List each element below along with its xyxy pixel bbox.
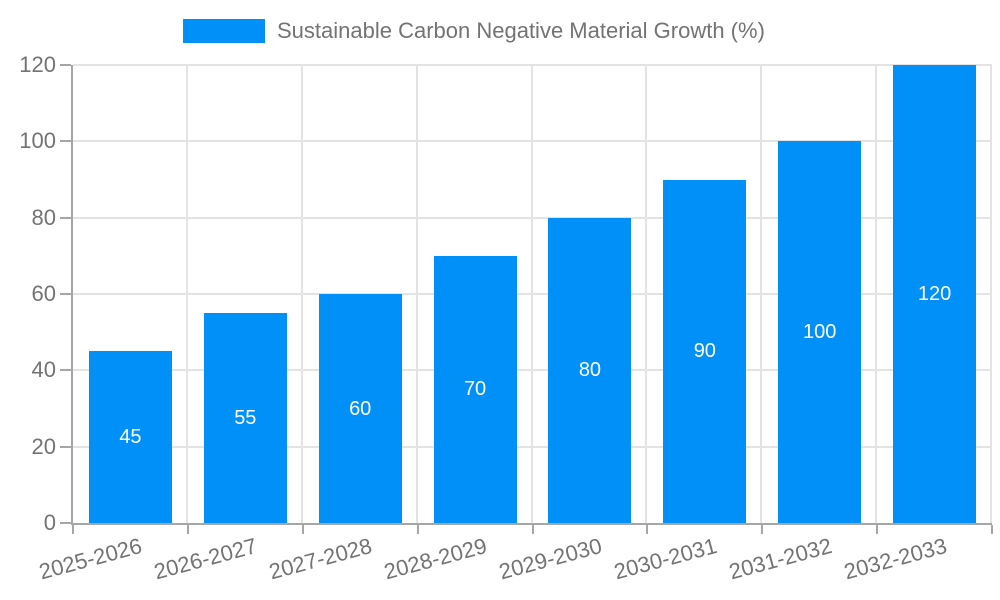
gridline-vertical [185,65,188,523]
bar-value-label: 60 [349,397,372,420]
gridline-vertical [300,65,303,523]
bar-2025-2026: 45 [88,351,172,523]
y-tick-mark [60,369,71,372]
x-tick-mark [876,525,879,534]
y-tick-mark [60,445,71,448]
x-tick-mark [72,525,74,534]
gridline-vertical [760,65,763,523]
y-axis-tick-label: 60 [31,281,56,306]
gridline-horizontal [73,445,992,448]
bar-value-label: 120 [917,283,952,305]
gridline-vertical [990,65,992,523]
y-axis-tick-label: 100 [19,128,56,154]
bar-2029-2030: 80 [548,217,632,523]
bar-value-label: 80 [578,359,602,382]
bar-2026-2027: 55 [203,313,287,523]
bar-value-label: 70 [463,378,487,401]
y-axis-tick-label: 20 [31,433,56,459]
x-tick-mark [991,525,993,534]
plot-area: 0 20 40 60 80 100 120 45 2025-2026 55 2026-2027 60 2… [19,52,993,584]
legend-swatch [183,19,265,43]
bar-2030-2031: 90 [663,179,747,523]
gridline-vertical [415,65,418,523]
bar-value-label: 90 [693,340,716,363]
bar-value-label: 55 [234,407,257,430]
bar-2031-2032: 100 [778,141,862,523]
gridline-horizontal [73,64,992,66]
x-tick-mark [646,525,649,534]
bar-value-label: 100 [803,321,837,344]
y-axis-tick-label: 40 [31,357,56,383]
y-tick-mark [60,293,71,295]
gridline-horizontal [73,293,992,295]
y-axis-line [71,65,73,525]
y-tick-mark [60,140,71,143]
y-tick-mark [60,216,71,219]
gridline-horizontal [73,140,992,143]
x-tick-mark [301,525,304,534]
x-tick-mark [186,525,189,534]
y-tick-mark [60,64,71,66]
x-tick-mark [531,525,534,534]
y-axis-tick-label: 80 [31,204,56,230]
y-axis-tick-label: 120 [19,52,56,77]
x-tick-mark [761,525,764,534]
x-axis-line [71,523,992,525]
x-tick-mark [416,525,419,534]
bar-2027-2028: 60 [318,294,402,523]
gridline-horizontal [73,369,992,372]
bar-2032-2033: 120 [893,65,977,523]
bar-2028-2029: 70 [433,255,517,523]
y-tick-mark [60,522,71,524]
bar-value-label: 45 [119,426,142,449]
y-axis-tick-label: 0 [43,510,56,535]
gridline-vertical [875,65,878,523]
gridline-vertical [645,65,648,523]
legend-label: Sustainable Carbon Negative Material Gro… [277,18,765,43]
gridline-horizontal [73,216,992,219]
legend-item[interactable]: Sustainable Carbon Negative Material Gro… [183,17,765,45]
gridline-vertical [530,65,533,523]
